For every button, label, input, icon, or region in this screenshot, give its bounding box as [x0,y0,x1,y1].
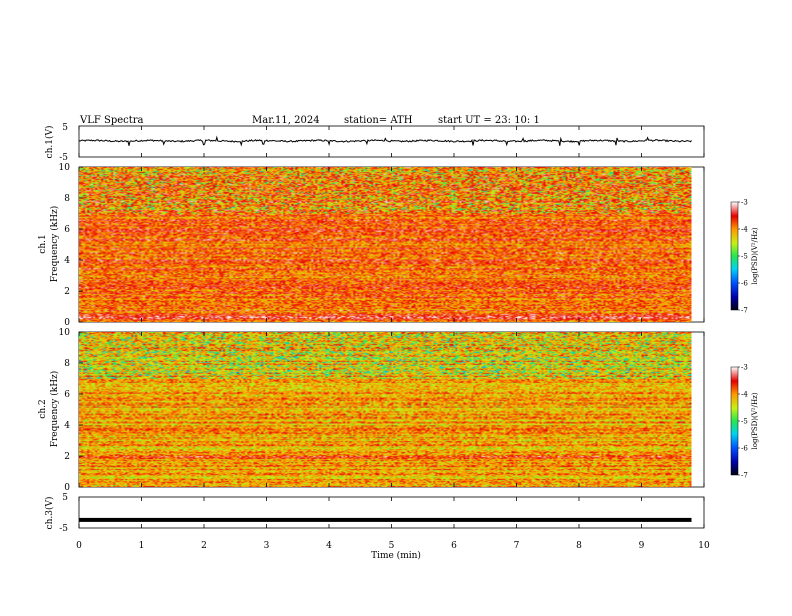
ch2-colorbar-label: log(PSD)(V²/Hz) [751,392,759,449]
ch1-colorbar-tick--6: -6 [741,280,748,288]
ch3-waveform-panel: 5 -5 ch.3(V) [44,493,705,534]
time-tick-10: 10 [698,541,710,551]
station-label: station= ATH [344,115,413,126]
ch1-waveform-line [78,135,692,147]
ch2-colorbar-tick--3: -3 [741,364,748,372]
ch2-spec-ytick-6: 6 [64,390,70,400]
ch1-colorbar-tick--3: -3 [741,199,748,207]
ch1-spec-ytick-10: 10 [59,163,71,173]
ch1-colorbar-tick--4: -4 [741,226,748,234]
time-tick-8: 8 [576,541,582,551]
ch2-spec-ytick-0: 0 [64,483,70,493]
ch3-ytick-bottom: -5 [59,524,68,534]
figure-title: VLF Spectra [79,115,144,126]
time-tick-2: 2 [201,541,207,551]
ch1-ytick-bottom: -5 [59,153,68,163]
ch2-spectrogram-image [79,332,692,487]
ch1-frequency-label: Frequency (kHz) [49,206,60,283]
ch2-spec-ytick-8: 8 [64,359,70,369]
ch2-spec-ytick-2: 2 [64,452,70,462]
ch2-colorbar-tick--5: -5 [741,418,748,426]
ch1-colorbar: -3 -4 -5 -6 -7 log(PSD)(V²/Hz) [730,199,759,315]
ch2-spectrogram-panel: 10 8 6 4 2 0 ch.2 Frequency (kHz) [38,328,705,493]
date-label: Mar.11, 2024 [252,115,320,126]
ch1-spectrogram-ylabel: ch.1 [38,234,48,253]
time-tick-6: 6 [451,541,457,551]
ch1-spec-ytick-6: 6 [64,225,70,235]
ch1-spectrogram-yticks: 10 8 6 4 2 0 [59,163,83,328]
ch1-colorbar-tick--5: -5 [741,253,748,261]
time-tick-3: 3 [264,541,270,551]
ch1-spec-ytick-4: 4 [64,256,70,266]
time-tick-1: 1 [139,541,145,551]
time-tick-7: 7 [514,541,520,551]
ch1-waveform-panel: 5 -5 ch.1(V) [44,123,705,163]
time-tick-0: 0 [76,541,82,551]
ch2-spectrogram-yticks: 10 8 6 4 2 0 [59,328,83,493]
ch2-colorbar-tick--4: -4 [741,391,748,399]
ch2-spec-ytick-4: 4 [64,421,70,431]
ch1-spec-ytick-8: 8 [64,194,70,204]
ch3-waveform-frame [78,496,705,529]
time-axis-label: Time (min) [371,550,421,561]
ch1-colorbar-tick--7: -7 [741,307,748,315]
ch2-colorbar-tick--6: -6 [741,445,748,453]
ch1-ylabel: ch.1(V) [44,126,55,159]
time-tick-4: 4 [326,541,332,551]
ch1-spec-ytick-2: 2 [64,287,70,297]
start-time-label: start UT = 23: 10: 1 [438,115,540,126]
ch1-spectrogram-image [79,167,692,322]
time-axis: 0 1 2 3 4 5 6 7 8 9 10 [76,126,710,551]
ch3-waveform-line [79,517,692,522]
ch1-spectrogram-panel: 10 8 6 4 2 0 ch.1 Frequency (kHz) [38,163,705,328]
ch2-spec-ytick-10: 10 [59,328,71,338]
ch1-colorbar-gradient [730,201,739,311]
ch1-colorbar-label: log(PSD)(V²/Hz) [751,227,759,284]
ch1-ytick-top: 5 [62,123,68,133]
ch1-spec-ytick-0: 0 [64,318,70,328]
ch1-waveform-frame [78,125,705,158]
time-tick-9: 9 [639,541,645,551]
ch2-colorbar: -3 -4 -5 -6 -7 log(PSD)(V²/Hz) [730,364,759,480]
ch3-ylabel: ch.3(V) [44,497,55,530]
ch3-ytick-top: 5 [62,493,68,503]
time-tick-5: 5 [389,541,395,551]
ch2-colorbar-gradient [730,366,739,476]
ch2-spectrogram-ylabel: ch.2 [38,399,48,418]
ch2-frequency-label: Frequency (kHz) [49,371,60,448]
ch2-colorbar-tick--7: -7 [741,472,748,480]
